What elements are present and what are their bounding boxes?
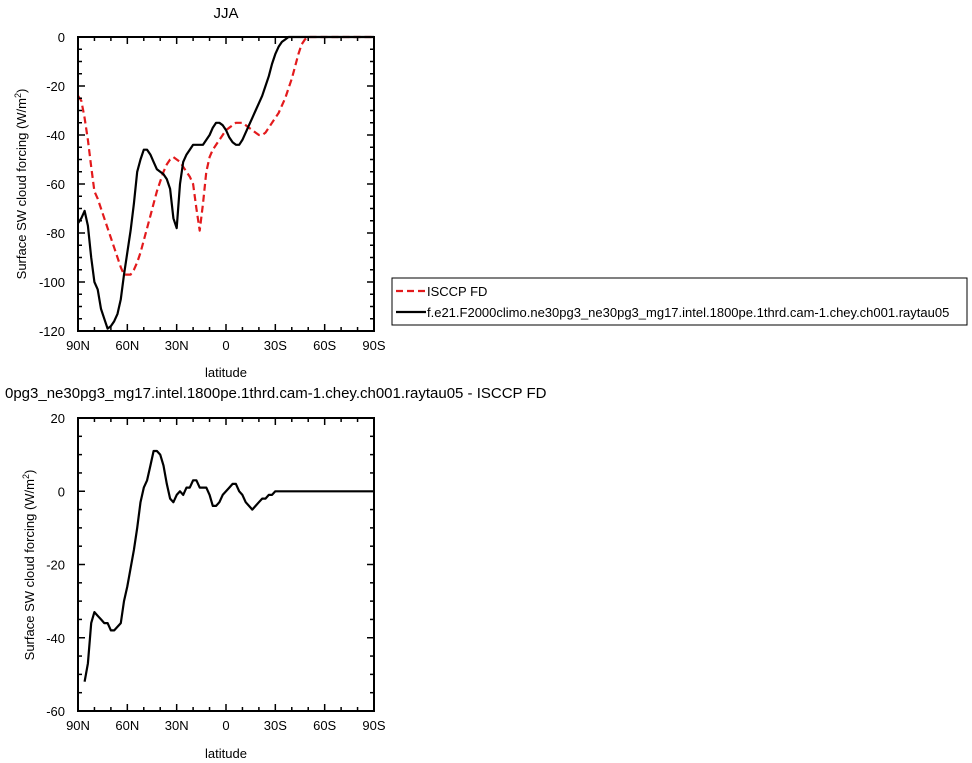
bottom-panel: 0pg3_ne30pg3_mg17.intel.1800pe.1thrd.cam…: [5, 385, 547, 761]
x-tick-label: 60S: [313, 338, 336, 353]
top-x-axis-title: latitude: [205, 365, 247, 380]
y-tick-label: -60: [46, 704, 65, 719]
x-tick-label: 60N: [115, 718, 139, 733]
bottom-plot-title: 0pg3_ne30pg3_mg17.intel.1800pe.1thrd.cam…: [5, 385, 547, 402]
bottom-x-axis-title: latitude: [205, 746, 247, 761]
x-tick-label: 90S: [362, 718, 385, 733]
y-tick-label: 20: [51, 411, 65, 426]
bottom-y-axis-title: Surface SW cloud forcing (W/m2): [21, 470, 37, 661]
y-tick-label: 0: [58, 30, 65, 45]
x-tick-label: 90N: [66, 718, 90, 733]
top-panel: JJA 90N 60N 30N 0 30S 60S 90S 0 -20 -40 -60 -80 -100…: [13, 5, 386, 380]
x-tick-label: 90N: [66, 338, 90, 353]
legend: ISCCP FD f.e21.F2000climo.ne30pg3_ne30pg…: [391, 277, 968, 326]
x-tick-label: 60N: [115, 338, 139, 353]
x-tick-label: 0: [222, 338, 229, 353]
y-tick-label: -20: [46, 558, 65, 573]
bottom-plot-frame: [77, 417, 375, 712]
series-line-0: [77, 35, 374, 276]
y-tick-label: -100: [39, 275, 65, 290]
legend-box: [391, 277, 968, 326]
y-tick-label: -80: [46, 226, 65, 241]
legend-label-isccp: ISCCP FD: [427, 284, 487, 299]
x-tick-label: 30S: [264, 718, 287, 733]
top-y-axis-title: Surface SW cloud forcing (W/m2): [13, 89, 29, 280]
y-tick-label: -60: [46, 177, 65, 192]
y-tick-label: -20: [46, 79, 65, 94]
y-tick-label: -120: [39, 324, 65, 339]
legend-label-model: f.e21.F2000climo.ne30pg3_ne30pg3_mg17.in…: [427, 305, 949, 320]
top-plot-title: JJA: [213, 5, 238, 22]
x-tick-label: 30N: [165, 338, 189, 353]
x-tick-label: 30S: [264, 338, 287, 353]
series-line-1: [77, 35, 374, 330]
y-tick-label: 0: [58, 484, 65, 499]
y-tick-label: -40: [46, 631, 65, 646]
x-tick-label: 90S: [362, 338, 385, 353]
x-tick-label: 30N: [165, 718, 189, 733]
x-tick-label: 0: [222, 718, 229, 733]
y-tick-label: -40: [46, 128, 65, 143]
series-line-0: [83, 449, 374, 682]
x-tick-label: 60S: [313, 718, 336, 733]
